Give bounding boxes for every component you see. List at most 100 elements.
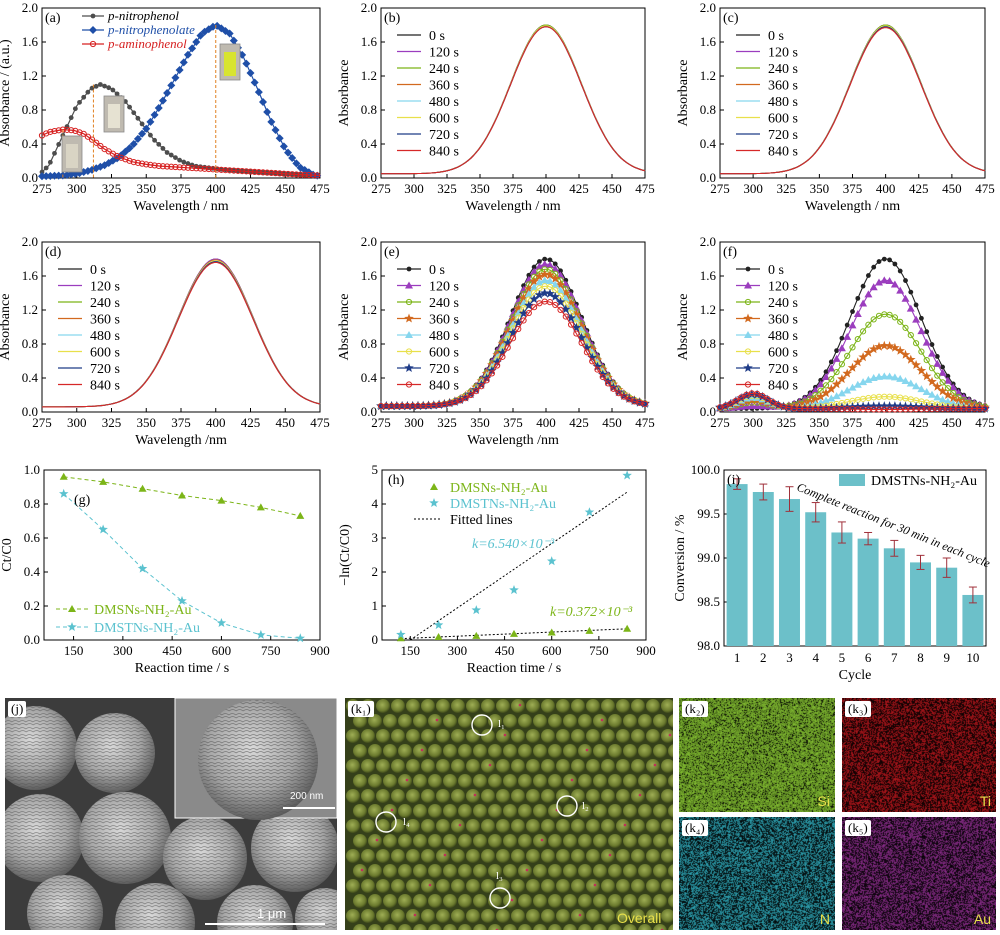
circle-label-l2: l₂ [582, 800, 589, 812]
data-point [185, 161, 191, 166]
data-point [937, 386, 948, 396]
y-tick-label: 1.0 [24, 462, 40, 477]
data-point [837, 389, 846, 397]
data-point [900, 349, 911, 359]
data-point [815, 391, 826, 401]
data-point [853, 380, 862, 388]
data-point [732, 397, 740, 404]
data-point [897, 318, 904, 325]
legend-label: 360 s [768, 79, 798, 94]
data-point [267, 117, 276, 126]
data-point [396, 629, 406, 639]
eds-sphere [383, 714, 397, 728]
eds-au-dot [510, 898, 514, 902]
data-point [547, 556, 557, 566]
data-point [763, 402, 772, 410]
data-point [225, 29, 234, 38]
eds-sphere [541, 729, 555, 743]
eds-sphere [586, 729, 600, 743]
eds-sphere [646, 699, 660, 713]
data-point [472, 631, 481, 639]
eds-sphere [578, 714, 592, 728]
data-point [471, 384, 481, 394]
data-point [981, 405, 989, 412]
data-point [534, 271, 545, 281]
eds-sphere [518, 744, 532, 758]
data-point [47, 128, 54, 135]
element-map-noise [842, 698, 996, 812]
eds-sphere [451, 759, 465, 773]
eds-sphere [383, 744, 397, 758]
eds-sphere [623, 714, 637, 728]
data-point [179, 58, 188, 67]
bar [752, 492, 774, 646]
data-point [99, 477, 108, 485]
data-point [934, 372, 941, 379]
y-tick-label: 3 [372, 530, 379, 545]
data-point [871, 264, 877, 270]
series-line [381, 26, 646, 175]
data-point [869, 283, 878, 291]
eds-sphere [601, 879, 615, 893]
legend-label: DMSTNs-NH₂-Au [871, 474, 977, 489]
eds-au-dot [375, 838, 379, 842]
data-point [251, 168, 258, 175]
data-point [280, 170, 287, 177]
eds-sphere [646, 789, 660, 803]
data-point [859, 378, 868, 386]
data-point [919, 315, 924, 321]
legend-marker [745, 266, 751, 272]
legend-swatch [839, 474, 865, 486]
data-point [640, 398, 650, 408]
series-line [42, 259, 321, 408]
eds-sphere [361, 819, 375, 833]
x-tick-label: 375 [503, 181, 523, 196]
data-point [868, 344, 879, 354]
eds-sphere [346, 879, 360, 893]
data-point [571, 322, 582, 332]
plot-frame [381, 469, 647, 641]
element-label-n: N [819, 911, 830, 927]
data-point [476, 379, 487, 389]
circle-label-l1: l₁ [498, 718, 505, 730]
data-point [85, 89, 91, 95]
eds-sphere [368, 894, 382, 908]
data-point [738, 394, 745, 401]
eds-au-dot [390, 808, 394, 812]
y-tick-label: 1.2 [700, 302, 716, 317]
data-point [254, 88, 263, 97]
legend-label: 840 s [768, 145, 798, 160]
data-point [837, 402, 847, 412]
eds-sphere [458, 894, 472, 908]
data-point [887, 257, 892, 263]
data-point [173, 155, 178, 161]
eds-sphere [653, 714, 667, 728]
data-point [509, 335, 517, 342]
x-tick-label: 350 [470, 415, 490, 430]
eds-sphere [668, 864, 673, 878]
y-tick-label: 0.8 [22, 336, 38, 351]
legend-marker [406, 266, 412, 272]
data-point [901, 294, 910, 302]
data-point [68, 115, 74, 121]
eds-sphere [443, 774, 457, 788]
y-tick-label: 0.0 [22, 404, 38, 419]
data-point [917, 385, 926, 393]
x-axis-label: Wavelength / nm [465, 199, 560, 214]
eds-overall-graphic [345, 698, 673, 930]
data-point [582, 342, 592, 352]
eds-sphere [518, 834, 532, 848]
data-point [775, 401, 782, 408]
eds-sphere [548, 834, 562, 848]
series-line [381, 24, 646, 175]
eds-sphere [661, 879, 673, 893]
data-point [847, 362, 858, 372]
data-point [295, 633, 305, 643]
data-point [832, 354, 841, 362]
x-tick-label: 450 [276, 181, 296, 196]
chart-panel-d: 275 300 325 350 375 400 425 450 475 0.0 0.4 0.8 1.2 1… [0, 234, 330, 448]
data-point [275, 134, 284, 143]
bar [962, 594, 984, 646]
eds-sphere [548, 744, 562, 758]
data-point [531, 264, 537, 270]
